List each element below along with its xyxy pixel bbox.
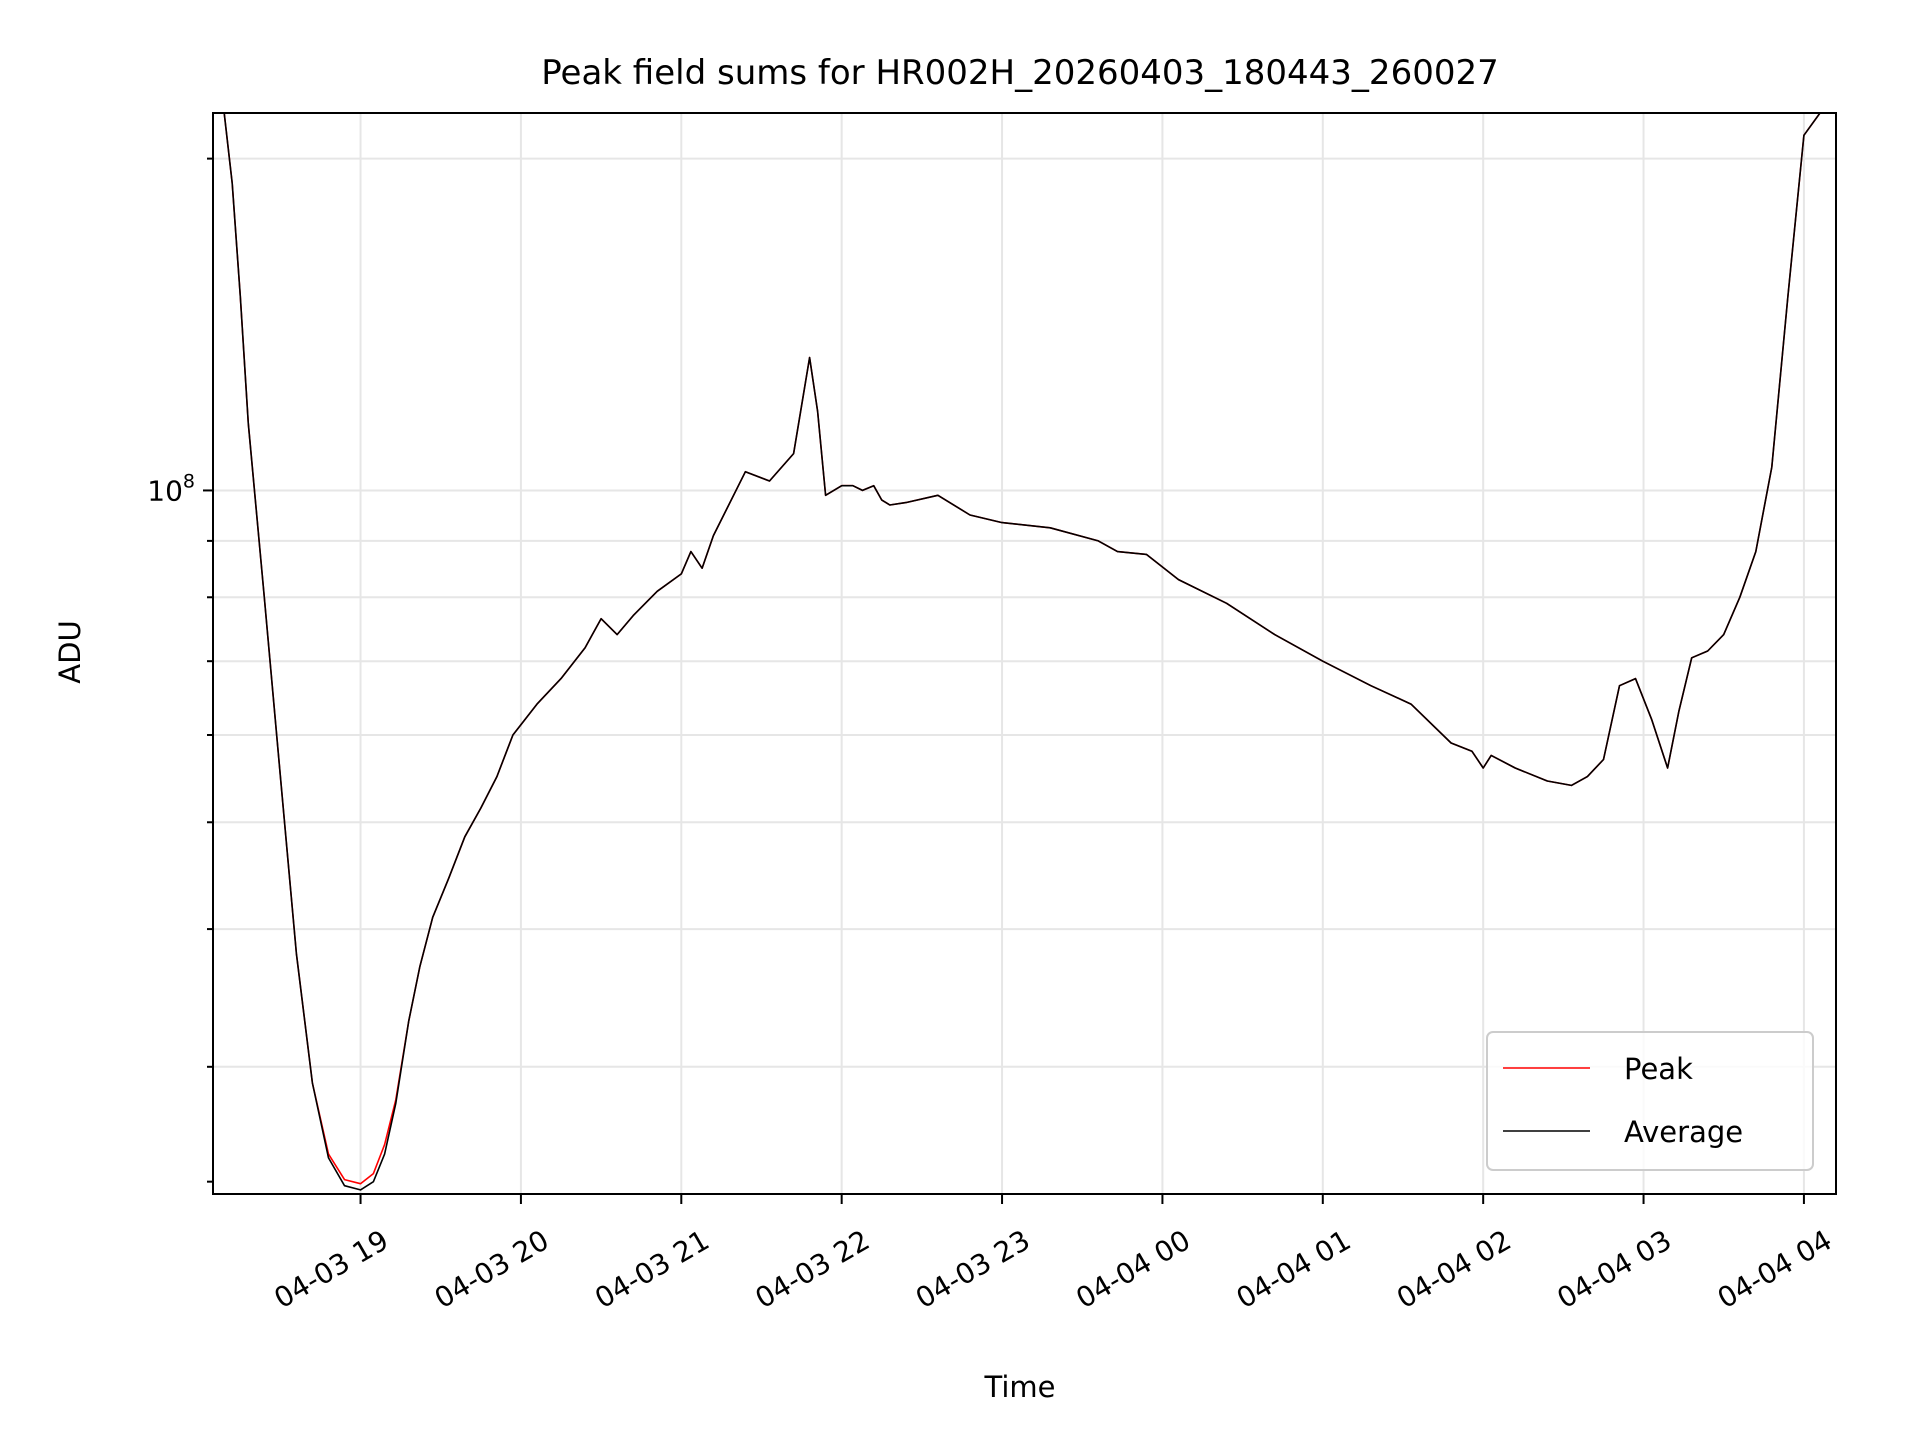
plot-frame — [212, 112, 1837, 1195]
legend-label-average: Average — [1624, 1115, 1743, 1149]
legend: Peak Average — [1486, 1031, 1814, 1171]
series-line-average — [213, 113, 1836, 1191]
legend-box — [1486, 1031, 1814, 1171]
chart-title: Peak field sums for HR002H_20260403_1804… — [541, 53, 1498, 93]
y-tick-label: 108 — [147, 470, 195, 507]
series-lines — [213, 113, 1836, 1191]
grid — [213, 113, 1836, 1194]
y-axis-title: ADU — [53, 620, 87, 683]
legend-label-peak: Peak — [1624, 1052, 1693, 1086]
x-axis-title: Time — [984, 1370, 1056, 1404]
